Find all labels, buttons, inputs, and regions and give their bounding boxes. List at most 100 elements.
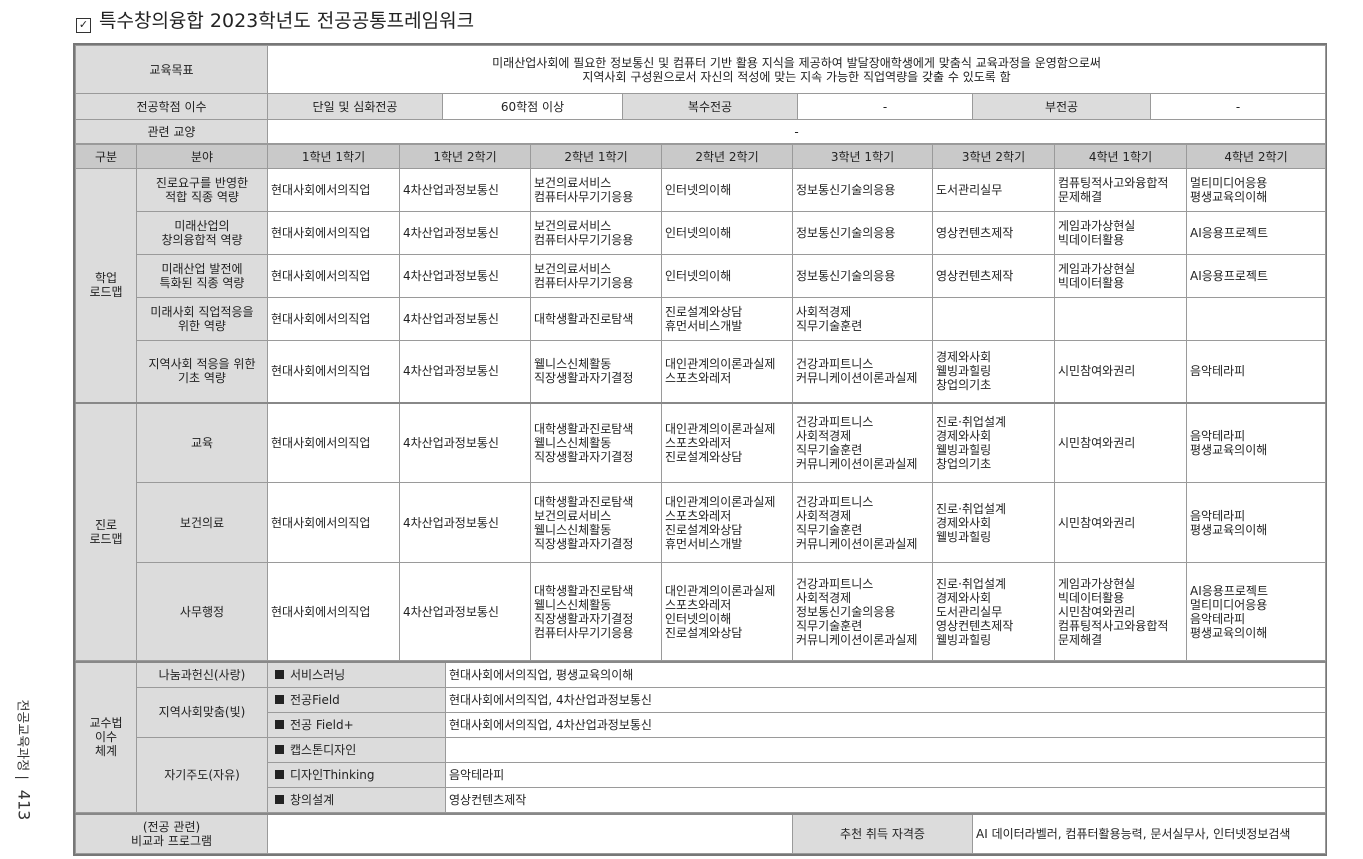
course-cell: 대인관계의이론과실제 스포츠와레저	[661, 340, 793, 403]
course-cell: 인터넷의이해	[661, 168, 793, 212]
pedagogy-method: 디자인Thinking	[267, 761, 446, 788]
course-cell: 대학생활과진로탐색 웰니스신체활동 직장생활과자기결정	[530, 401, 662, 483]
course-cell: 대인관계의이론과실제 스포츠와레저 진로설계와상담 휴먼서비스개발	[661, 482, 793, 563]
course-cell: 게임과가상현실 빅데이터활용	[1054, 254, 1187, 298]
course-cell: 보건의료서비스 컴퓨터사무기기응용	[530, 254, 662, 298]
square-bullet-icon	[275, 719, 284, 729]
table-row: 미래사회 직업적응을 위한 역량 현대사회에서의직업 4차산업과정보통신 대학생활과진…	[76, 297, 1326, 341]
field-label: 사무행정	[136, 562, 268, 661]
pedagogy-courses: 현대사회에서의직업, 평생교육의이해	[445, 661, 1326, 688]
extra-program-label: (전공 관련) 비교과 프로그램	[75, 812, 268, 854]
table-row: 보건의료 현대사회에서의직업 4차산업과정보통신 대학생활과진로탐색 보건의료서비스 …	[76, 482, 1326, 563]
table-row: 학업 로드맵 진로요구를 반영한 적합 직종 역량 현대사회에서의직업 4차산업과정보…	[75, 168, 1326, 403]
pedagogy-subgroup-label: 나눔과헌신(사랑)	[136, 661, 268, 688]
square-bullet-icon	[275, 794, 284, 804]
course-cell: AI응용프로젝트	[1186, 211, 1326, 255]
column-header: 1학년 1학기	[267, 144, 400, 169]
course-cell: 음악테라피 평생교육의이해	[1186, 401, 1326, 483]
column-header: 구분	[75, 144, 137, 169]
course-cell: 4차산업과정보통신	[399, 211, 531, 255]
course-cell: 시민참여와권리	[1054, 401, 1187, 483]
course-cell: 대학생활과진로탐색 보건의료서비스 웰니스신체활동 직장생활과자기결정	[530, 482, 662, 563]
pedagogy-method: 전공 Field+	[267, 711, 446, 738]
course-cell: 4차산업과정보통신	[399, 168, 531, 212]
divider: |	[14, 775, 30, 780]
course-cell: 경제와사회 웰빙과힐링 창업의기초	[932, 340, 1055, 403]
pedagogy-method: 캡스톤디자인	[267, 736, 446, 763]
course-cell: 음악테라피	[1186, 340, 1326, 403]
table-row: 지역사회 적응을 위한 기초 역량 현대사회에서의직업 4차산업과정보통신 웰니스신체…	[76, 340, 1326, 403]
pedagogy-row: 지역사회맞춤(빛) 전공Field 현대사회에서의직업, 4차산업과정보통신	[76, 686, 1326, 738]
column-header: 3학년 2학기	[932, 144, 1055, 169]
page-number: 413	[14, 789, 34, 821]
goal-text: 미래산업사회에 필요한 정보통신 및 컴퓨터 기반 활용 지식을 제공하여 발달…	[266, 45, 1327, 94]
course-cell: 대학생활과진로탐색	[530, 297, 662, 341]
course-cell: 정보통신기술의응용	[792, 254, 933, 298]
course-cell: 건강과피트니스 사회적경제 정보통신기술의응용 직무기술훈련 커뮤니케이션이론과…	[792, 562, 933, 661]
pedagogy-courses	[445, 736, 1326, 763]
side-page-label: 전공교육과정 | 413	[14, 699, 34, 821]
course-cell: 4차산업과정보통신	[399, 297, 531, 341]
course-cell: AI응용프로젝트 멀티미디어응용 음악테라피 평생교육의이해	[1186, 562, 1326, 661]
field-label: 미래산업의 창의융합적 역량	[136, 211, 268, 255]
course-cell: AI응용프로젝트	[1186, 254, 1326, 298]
pedagogy-method: 전공Field	[267, 686, 446, 713]
field-label: 지역사회 적응을 위한 기초 역량	[136, 340, 268, 403]
method-name: 전공Field	[290, 692, 340, 707]
pedagogy-row: 창의설계 영상컨텐츠제작	[76, 786, 1326, 813]
extra-program-value	[267, 812, 793, 854]
table-row: 미래산업 발전에 특화된 직종 역량 현대사회에서의직업 4차산업과정보통신 보건의료…	[76, 254, 1326, 298]
extra-table: (전공 관련) 비교과 프로그램 추천 취득 자격증 AI 데이터라벨러, 컴퓨…	[75, 812, 1326, 854]
pedagogy-table: 교수법 이수 체계 나눔과헌신(사랑) 서비스러닝 현대사회에서의직업, 평생교육의이…	[75, 661, 1326, 813]
liberal-label: 관련 교양	[75, 119, 268, 144]
course-cell: 진로·취업설계 경제와사회 웰빙과힐링 창업의기초	[932, 401, 1055, 483]
course-cell: 현대사회에서의직업	[267, 340, 400, 403]
pedagogy-subgroup-label: 자기주도(자유)	[136, 736, 268, 813]
method-name: 창의설계	[290, 792, 335, 807]
course-cell: 건강과피트니스 사회적경제 직무기술훈련 커뮤니케이션이론과실제	[792, 401, 933, 483]
course-cell: 4차산업과정보통신	[399, 562, 531, 661]
course-cell	[1054, 297, 1187, 341]
certificate-label: 추천 취득 자격증	[792, 812, 973, 854]
course-cell: 게임과가상현실 빅데이터활용 시민참여와권리 컴퓨팅적사고와융합적 문제해결	[1054, 562, 1187, 661]
course-cell: 현대사회에서의직업	[267, 401, 400, 483]
course-cell	[932, 297, 1055, 341]
course-cell: 보건의료서비스 컴퓨터사무기기응용	[530, 168, 662, 212]
course-cell: 현대사회에서의직업	[267, 562, 400, 661]
square-bullet-icon	[275, 694, 284, 704]
section-label: 전공교육과정	[14, 699, 30, 772]
course-cell: 인터넷의이해	[661, 211, 793, 255]
course-cell: 게임과가상현실 빅데이터활용	[1054, 211, 1187, 255]
course-cell: 4차산업과정보통신	[399, 340, 531, 403]
single-major-value: 60학점 이상	[442, 93, 623, 120]
pedagogy-courses: 영상컨텐츠제작	[445, 786, 1326, 813]
double-major-value: -	[797, 93, 973, 120]
single-major-label: 단일 및 심화전공	[267, 93, 443, 120]
pedagogy-row: 전공 Field+ 현대사회에서의직업, 4차산업과정보통신	[76, 711, 1326, 738]
course-cell: 현대사회에서의직업	[267, 254, 400, 298]
field-label: 교육	[136, 401, 268, 483]
course-cell: 진로·취업설계 경제와사회 도서관리실무 영상컨텐츠제작 웰빙과힐링	[932, 562, 1055, 661]
group-label: 진로 로드맵	[75, 401, 137, 661]
course-cell: 대인관계의이론과실제 스포츠와레저 인터넷의이해 진로설계와상담	[661, 562, 793, 661]
course-cell: 건강과피트니스 사회적경제 직무기술훈련 커뮤니케이션이론과실제	[792, 482, 933, 563]
course-cell: 도서관리실무	[932, 168, 1055, 212]
course-cell: 4차산업과정보통신	[399, 254, 531, 298]
pedagogy-courses: 현대사회에서의직업, 4차산업과정보통신	[445, 711, 1326, 738]
framework-table: 교육목표 미래산업사회에 필요한 정보통신 및 컴퓨터 기반 활용 지식을 제공…	[73, 43, 1327, 856]
course-cell: 웰니스신체활동 직장생활과자기결정	[530, 340, 662, 403]
method-name: 서비스러닝	[290, 667, 346, 682]
course-cell: 시민참여와권리	[1054, 340, 1187, 403]
double-major-label: 복수전공	[622, 93, 798, 120]
course-cell: 현대사회에서의직업	[267, 211, 400, 255]
course-cell: 멀티미디어응용 평생교육의이해	[1186, 168, 1326, 212]
overview-table: 교육목표 미래산업사회에 필요한 정보통신 및 컴퓨터 기반 활용 지식을 제공…	[75, 45, 1327, 144]
course-cell: 현대사회에서의직업	[267, 482, 400, 563]
group-label: 학업 로드맵	[75, 168, 137, 403]
course-cell: 영상컨텐츠제작	[932, 211, 1055, 255]
credits-label: 전공학점 이수	[75, 93, 268, 120]
course-cell: 대학생활과진로탐색 웰니스신체활동 직장생활과자기결정 컴퓨터사무기기응용	[530, 562, 662, 661]
course-cell	[1186, 297, 1326, 341]
method-name: 디자인Thinking	[290, 767, 375, 782]
certificate-value: AI 데이터라벨러, 컴퓨터활용능력, 문서실무사, 인터넷정보검색	[972, 812, 1326, 854]
